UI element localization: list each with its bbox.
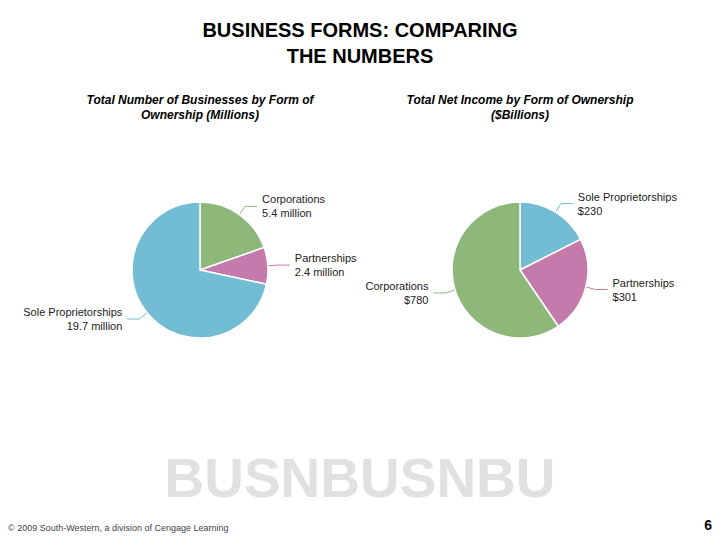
svg-text:$301: $301 — [613, 291, 637, 303]
svg-text:Corporations: Corporations — [262, 193, 325, 205]
svg-text:($Billions): ($Billions) — [491, 108, 549, 122]
svg-text:2.4 million: 2.4 million — [295, 266, 345, 278]
svg-text:6: 6 — [704, 517, 712, 533]
svg-text:5.4 million: 5.4 million — [262, 207, 312, 219]
svg-text:$230: $230 — [578, 205, 602, 217]
svg-text:© 2009 South-Western, a divisi: © 2009 South-Western, a division of Ceng… — [8, 523, 229, 533]
svg-text:Sole Proprietorships: Sole Proprietorships — [23, 306, 123, 318]
svg-text:Ownership (Millions): Ownership (Millions) — [141, 108, 259, 122]
svg-text:Corporations: Corporations — [365, 280, 428, 292]
svg-text:Partnerships: Partnerships — [295, 252, 357, 264]
svg-text:Partnerships: Partnerships — [613, 277, 675, 289]
svg-text:Total Net Income by Form of Ow: Total Net Income by Form of Ownership — [407, 93, 634, 107]
svg-text:BUSNBUSNBU: BUSNBUSNBU — [164, 447, 555, 509]
svg-text:Total Number of Businesses by: Total Number of Businesses by Form of — [87, 93, 315, 107]
svg-text:Sole Proprietorships: Sole Proprietorships — [578, 191, 678, 203]
svg-text:BUSINESS FORMS: COMPARING: BUSINESS FORMS: COMPARING — [202, 19, 517, 41]
svg-text:19.7 million: 19.7 million — [67, 320, 123, 332]
svg-text:$780: $780 — [404, 294, 428, 306]
svg-text:THE NUMBERS: THE NUMBERS — [287, 45, 434, 67]
